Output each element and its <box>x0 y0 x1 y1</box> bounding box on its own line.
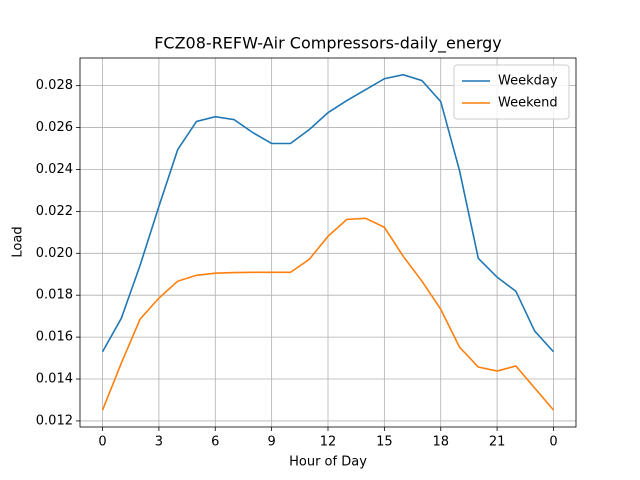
series-line <box>101 73 555 353</box>
y-tick-label: 0.016 <box>36 330 73 345</box>
y-tick-label: 0.020 <box>36 246 73 261</box>
series-line <box>101 217 555 411</box>
x-tick-label: 0 <box>98 435 106 450</box>
legend-box <box>453 64 570 120</box>
x-tick-label: 12 <box>320 435 337 450</box>
axes-frame <box>79 57 577 428</box>
y-tick-label: 0.028 <box>36 78 73 93</box>
y-tick-label: 0.022 <box>36 204 73 219</box>
legend-label: Weekday <box>498 74 558 89</box>
y-tick-label: 0.026 <box>36 120 73 135</box>
x-tick-label: 6 <box>211 435 219 450</box>
x-axis-label: Hour of Day <box>289 455 367 470</box>
x-tick-label: 15 <box>376 435 393 450</box>
y-tick-label: 0.024 <box>36 162 73 177</box>
y-tick-label: 0.012 <box>36 413 73 428</box>
y-tick-label: 0.018 <box>36 288 73 303</box>
legend-label: Weekend <box>498 96 558 111</box>
x-tick-label: 9 <box>267 435 275 450</box>
x-tick-label: 0 <box>549 435 557 450</box>
chart-title: FCZ08-REFW-Air Compressors-daily_energy <box>154 34 502 54</box>
y-tick-label: 0.014 <box>36 372 73 387</box>
y-axis-label: Load <box>11 226 26 257</box>
x-tick-label: 21 <box>489 435 506 450</box>
x-tick-label: 18 <box>432 435 449 450</box>
x-tick-label: 3 <box>155 435 163 450</box>
